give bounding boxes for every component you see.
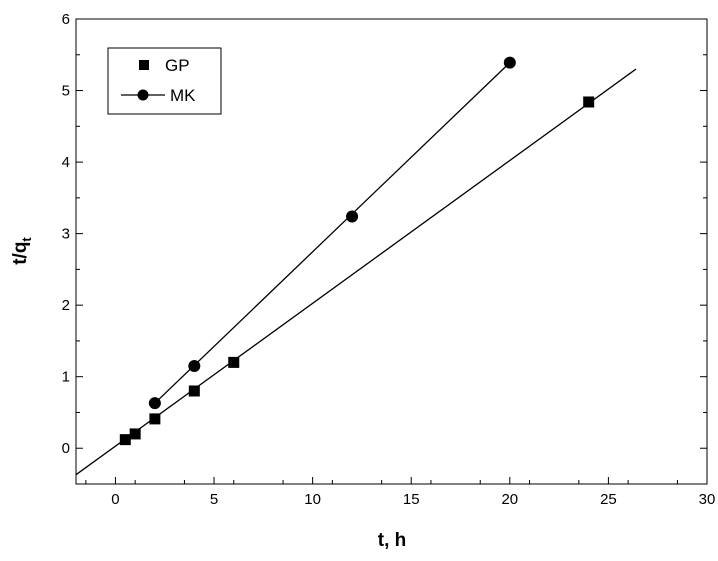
point-gp	[228, 356, 240, 368]
y-tick-label: 2	[62, 297, 70, 314]
x-tick-label: 30	[699, 491, 716, 508]
x-tick-label: 20	[501, 491, 518, 508]
point-gp	[119, 434, 131, 446]
y-tick-label: 5	[62, 83, 70, 100]
point-mk	[188, 359, 201, 372]
data-markers	[119, 56, 595, 446]
legend-mk-label: MK	[170, 86, 196, 105]
y-tick-label: 3	[62, 226, 70, 243]
point-gp	[188, 385, 200, 397]
point-mk	[346, 210, 359, 223]
legend-mk-marker	[137, 89, 149, 101]
y-axis-title-subscript: t	[19, 237, 34, 242]
legend-gp-label: GP	[165, 56, 190, 75]
legend: GP MK	[107, 47, 222, 115]
x-tick-label: 0	[111, 491, 119, 508]
y-axis-title: t/qt	[10, 237, 34, 265]
x-tick-label: 25	[600, 491, 617, 508]
x-axis-title: t, h	[378, 530, 407, 551]
x-tick-label: 10	[304, 491, 321, 508]
point-gp	[149, 413, 161, 425]
y-tick-label: 4	[62, 154, 70, 171]
fit-lines	[75, 62, 637, 476]
plot-frame	[75, 18, 708, 485]
axis-ticks: 0 5 10 15 20 25 30 0 1 2 3 4 5 6	[62, 11, 716, 508]
point-mk	[148, 397, 161, 410]
y-tick-label: 1	[62, 369, 70, 386]
fit-line-gp	[75, 68, 637, 476]
y-tick-label: 0	[62, 440, 70, 457]
x-tick-label: 15	[403, 491, 420, 508]
fit-line-mk	[154, 62, 511, 404]
point-mk	[503, 56, 516, 69]
y-axis-title-main: t/q	[10, 242, 31, 265]
x-tick-label: 5	[210, 491, 218, 508]
legend-gp-marker	[139, 60, 149, 70]
point-gp	[583, 96, 595, 108]
legend-box	[107, 47, 222, 115]
point-gp	[129, 428, 141, 440]
y-tick-label: 6	[62, 11, 70, 28]
